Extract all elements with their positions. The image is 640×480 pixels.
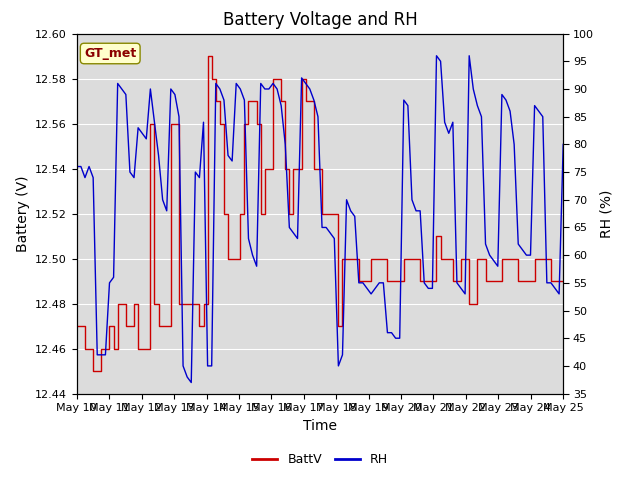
Y-axis label: RH (%): RH (%) [600,190,614,238]
Y-axis label: Battery (V): Battery (V) [15,175,29,252]
Text: GT_met: GT_met [84,47,136,60]
Legend: BattV, RH: BattV, RH [248,448,392,471]
X-axis label: Time: Time [303,419,337,433]
Title: Battery Voltage and RH: Battery Voltage and RH [223,11,417,29]
